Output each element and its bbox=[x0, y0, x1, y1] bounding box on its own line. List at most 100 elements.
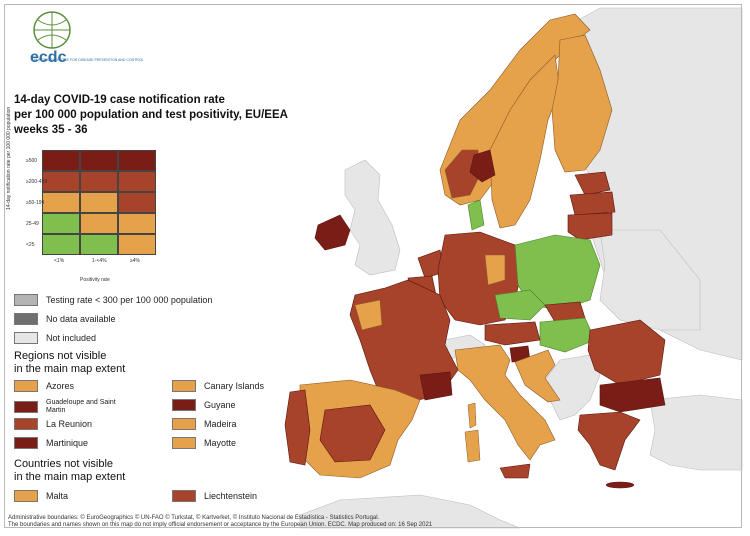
matrix-cell bbox=[80, 150, 118, 171]
title-line-1: 14-day COVID-19 case notification rate bbox=[14, 94, 225, 106]
regions-heading-line-1: Regions not visible bbox=[14, 350, 107, 362]
country-label: Malta bbox=[46, 491, 69, 501]
sicily bbox=[499, 463, 531, 479]
matrix-cell bbox=[118, 150, 156, 171]
matrix-cell bbox=[118, 213, 156, 234]
region-label: Guadeloupe and Saint Martin bbox=[46, 399, 116, 414]
uk bbox=[344, 159, 401, 276]
france-southeast-region bbox=[419, 371, 453, 401]
footer-boundaries: Administrative boundaries: © EuroGeograp… bbox=[8, 515, 380, 521]
matrix-cell bbox=[80, 171, 118, 192]
austria bbox=[484, 321, 541, 346]
germany-central-region bbox=[484, 254, 506, 286]
latvia bbox=[569, 191, 616, 216]
region-swatch bbox=[172, 437, 196, 449]
north-africa bbox=[299, 494, 521, 529]
matrix-cell bbox=[42, 234, 80, 255]
ecdc-logo-icon: ecdc bbox=[30, 11, 71, 66]
country-swatch bbox=[172, 490, 196, 502]
matrix-row-label: ≥500 bbox=[26, 158, 38, 164]
regions-heading-line-2: in the main map extent bbox=[14, 363, 126, 375]
romania bbox=[587, 319, 666, 386]
region-label: Guyane bbox=[204, 400, 236, 410]
region-legend-item: Guadeloupe and Saint Martin bbox=[14, 399, 118, 415]
region-swatch bbox=[14, 380, 38, 392]
belarus-ukraine bbox=[599, 229, 701, 331]
corsica bbox=[467, 402, 477, 429]
finland bbox=[551, 34, 613, 173]
title-line-3: weeks 35 - 36 bbox=[14, 124, 88, 136]
sweden bbox=[489, 54, 561, 229]
swatch-low-testing bbox=[14, 294, 38, 306]
region-label: Canary Islands bbox=[204, 381, 265, 391]
matrix-x-axis-label: Positivity rate bbox=[80, 277, 110, 283]
country-legend-item: Malta bbox=[14, 490, 68, 502]
ireland bbox=[314, 214, 351, 251]
france-west-region bbox=[354, 299, 383, 331]
region-legend-item: Azores bbox=[14, 380, 74, 392]
footer-disclaimer: The boundaries and names shown on this m… bbox=[8, 522, 433, 528]
legend-not-included-label: Not included bbox=[46, 333, 97, 343]
region-label: Mayotte bbox=[204, 438, 237, 448]
denmark bbox=[467, 199, 485, 231]
matrix-cell bbox=[42, 192, 80, 213]
region-legend-item: La Reunion bbox=[14, 418, 92, 430]
matrix-cell bbox=[118, 234, 156, 255]
matrix-col-label: ≥4% bbox=[130, 258, 140, 264]
legend-no-data: No data available bbox=[14, 313, 116, 325]
region-legend-item: Canary Islands bbox=[172, 380, 264, 392]
matrix-cell bbox=[80, 192, 118, 213]
region-swatch bbox=[14, 437, 38, 449]
matrix-row-label: ≥50-199 bbox=[26, 200, 45, 206]
logo-tagline: EUROPEAN CENTRE FOR DISEASE PREVENTION A… bbox=[34, 58, 144, 62]
matrix-row-label: 25-49 bbox=[26, 221, 39, 227]
region-legend-item: Mayotte bbox=[172, 437, 236, 449]
swatch-not-included bbox=[14, 332, 38, 344]
region-swatch bbox=[172, 418, 196, 430]
region-swatch bbox=[172, 399, 196, 411]
hungary bbox=[539, 317, 596, 353]
sardinia bbox=[464, 429, 481, 463]
map-title: 14-day COVID-19 case notification rate p… bbox=[14, 93, 314, 138]
region-swatch bbox=[14, 418, 38, 430]
portugal bbox=[284, 389, 311, 466]
country-legend-item: Liechtenstein bbox=[172, 490, 257, 502]
region-legend-item: Martinique bbox=[14, 437, 88, 449]
matrix-cell bbox=[118, 192, 156, 213]
countries-heading: Countries not visible in the main map ex… bbox=[14, 458, 125, 484]
spain-central-region bbox=[319, 404, 386, 463]
crete bbox=[605, 481, 635, 489]
matrix-cell bbox=[80, 213, 118, 234]
country-swatch bbox=[14, 490, 38, 502]
region-label: Azores bbox=[46, 381, 75, 391]
italy bbox=[454, 344, 556, 461]
region-legend-item: Madeira bbox=[172, 418, 237, 430]
turkey bbox=[649, 394, 743, 471]
region-swatch bbox=[172, 380, 196, 392]
matrix-cell bbox=[42, 213, 80, 234]
matrix-col-label: 1-<4% bbox=[92, 258, 107, 264]
regions-heading: Regions not visible in the main map exte… bbox=[14, 350, 125, 376]
legend-low-testing-label: Testing rate < 300 per 100 000 populatio… bbox=[46, 295, 213, 305]
region-label: Madeira bbox=[204, 419, 237, 429]
croatia bbox=[514, 349, 561, 403]
matrix-cell bbox=[80, 234, 118, 255]
swatch-no-data bbox=[14, 313, 38, 325]
greece bbox=[577, 411, 641, 471]
legend-not-included: Not included bbox=[14, 332, 96, 344]
matrix-col-label: <1% bbox=[54, 258, 65, 264]
region-legend-item: Guyane bbox=[172, 399, 236, 411]
countries-heading-line-2: in the main map extent bbox=[14, 471, 126, 483]
matrix-row-label: ≥200-499 bbox=[26, 179, 48, 185]
region-label: La Reunion bbox=[46, 419, 93, 429]
matrix-row-label: <25 bbox=[26, 242, 35, 248]
matrix-cell bbox=[42, 150, 80, 171]
country-label: Liechtenstein bbox=[204, 491, 258, 501]
region-swatch bbox=[14, 401, 38, 413]
sweden-stockholm-region bbox=[469, 149, 496, 183]
legend-no-data-label: No data available bbox=[46, 314, 116, 324]
matrix-cell bbox=[42, 171, 80, 192]
estonia bbox=[574, 171, 611, 196]
